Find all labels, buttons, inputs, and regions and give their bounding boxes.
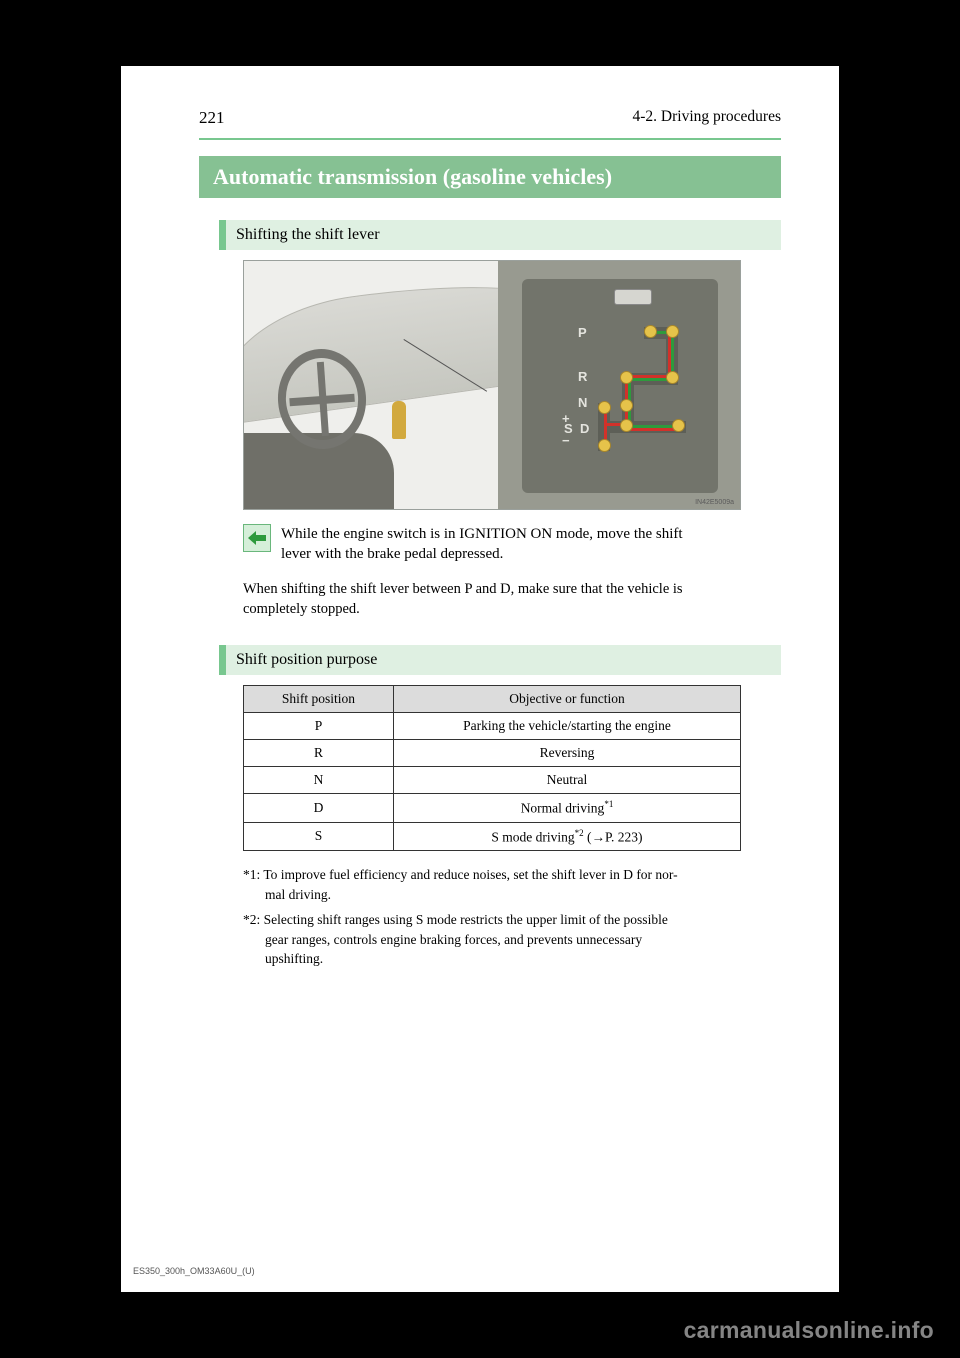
shift-lever-figure: P R N + S − D IN42E5009a (243, 260, 741, 510)
page-title-bar: Automatic transmission (gasoline vehicle… (199, 156, 781, 198)
page-title: Automatic transmission (gasoline vehicle… (213, 164, 612, 190)
page-content: Automatic transmission (gasoline vehicle… (199, 156, 781, 1252)
table-row: R Reversing (244, 740, 741, 767)
footnote-line: *1: To improve fuel efficiency and reduc… (243, 867, 678, 882)
col-header-position: Shift position (244, 686, 394, 713)
gate-node (666, 325, 679, 338)
cell-position: D (244, 794, 394, 823)
cell-sup: *2 (575, 828, 584, 838)
shift-lock-button-icon (614, 289, 652, 305)
cell-position: P (244, 713, 394, 740)
gate-label-minus: − (562, 433, 570, 448)
table-row: D Normal driving*1 (244, 794, 741, 823)
gate-node-r (666, 371, 679, 384)
gate-node-p (644, 325, 657, 338)
section-path: 4-2. Driving procedures (633, 108, 782, 126)
back-arrow-icon (243, 524, 271, 552)
cell-function: Parking the vehicle/starting the engine (394, 713, 741, 740)
header-divider (199, 138, 781, 140)
figure-interior-illustration (244, 261, 500, 509)
section-heading-purpose: Shift position purpose (219, 645, 781, 675)
cell-function: Normal driving*1 (394, 794, 741, 823)
table-row: P Parking the vehicle/starting the engin… (244, 713, 741, 740)
figure-gate-illustration: P R N + S − D (498, 261, 740, 509)
cell-function: Neutral (394, 767, 741, 794)
table-row: S S mode driving*2 (→P. 223) (244, 822, 741, 851)
instruction-text: While the engine switch is in IGNITION O… (281, 524, 683, 565)
spacer (199, 619, 781, 645)
gate-label-d: D (580, 421, 589, 436)
cell-extra: (→P. 223) (584, 829, 643, 844)
cell-function: S mode driving*2 (→P. 223) (394, 822, 741, 851)
gate-label-n: N (578, 395, 587, 410)
footnote-2: *2: Selecting shift ranges using S mode … (243, 910, 781, 969)
cell-text: Normal driving (521, 801, 605, 816)
gate-node-splus (598, 401, 611, 414)
cell-function: Reversing (394, 740, 741, 767)
gate-panel: P R N + S − D (522, 279, 718, 493)
cell-position: R (244, 740, 394, 767)
footnote-line: gear ranges, controls engine braking for… (265, 932, 642, 947)
table: Shift position Objective or function P P… (243, 685, 741, 851)
gate-label-r: R (578, 369, 587, 384)
document-code: ES350_300h_OM33A60U_(U) (133, 1266, 255, 1276)
note-text: When shifting the shift lever between P … (243, 579, 781, 620)
instruction-line: lever with the brake pedal depressed. (281, 544, 683, 564)
note-line: When shifting the shift lever between P … (243, 579, 781, 599)
instruction-line: While the engine switch is in IGNITION O… (281, 524, 683, 544)
note-line: completely stopped. (243, 599, 781, 619)
gate-node-d (672, 419, 685, 432)
gate-node-n (620, 399, 633, 412)
cell-position: N (244, 767, 394, 794)
manual-page: 221 4-2. Driving procedures Automatic tr… (121, 66, 839, 1292)
cell-text: S mode driving (491, 829, 574, 844)
section-heading-shifting: Shifting the shift lever (219, 220, 781, 250)
gate-node (620, 419, 633, 432)
section-heading-label: Shift position purpose (236, 651, 377, 669)
footnotes: *1: To improve fuel efficiency and reduc… (243, 865, 781, 969)
shift-position-table: Shift position Objective or function P P… (243, 685, 741, 851)
instruction-row: While the engine switch is in IGNITION O… (243, 524, 781, 565)
table-row: N Neutral (244, 767, 741, 794)
page-number: 221 (199, 108, 225, 128)
section-heading-label: Shifting the shift lever (236, 226, 380, 244)
shift-gate: P R N + S − D (558, 321, 692, 471)
watermark: carmanualsonline.info (684, 1317, 934, 1344)
gate-node-sminus (598, 439, 611, 452)
col-header-function: Objective or function (394, 686, 741, 713)
footnote-line: mal driving. (265, 887, 331, 902)
cell-sup: *1 (604, 799, 613, 809)
gate-label-p: P (578, 325, 587, 340)
cell-position: S (244, 822, 394, 851)
footnote-1: *1: To improve fuel efficiency and reduc… (243, 865, 781, 904)
footnote-line: *2: Selecting shift ranges using S mode … (243, 912, 668, 927)
path-red (630, 428, 678, 431)
table-header-row: Shift position Objective or function (244, 686, 741, 713)
footnote-line: upshifting. (265, 951, 323, 966)
figure-code: IN42E5009a (695, 499, 734, 506)
gate-node (620, 371, 633, 384)
